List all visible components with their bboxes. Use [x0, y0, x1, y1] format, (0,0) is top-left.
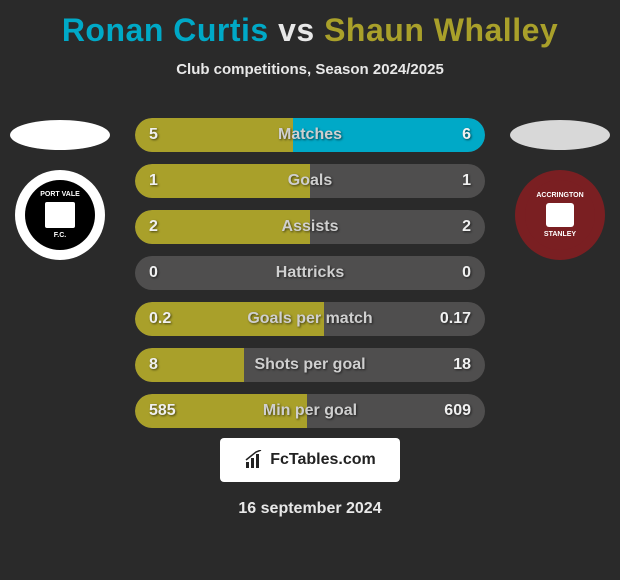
player2-name: Shaun Whalley — [324, 12, 558, 48]
stat-value-left: 2 — [149, 218, 158, 236]
stat-value-left: 5 — [149, 126, 158, 144]
vs-text: vs — [278, 12, 315, 48]
chart-icon — [244, 450, 264, 470]
right-oval — [510, 120, 610, 150]
left-crest: PORT VALE F.C. — [15, 170, 105, 260]
right-crest-inner: ACCRINGTON STANLEY — [525, 180, 595, 250]
left-oval — [10, 120, 110, 150]
stat-value-left: 585 — [149, 402, 176, 420]
stat-label: Goals per match — [247, 310, 372, 328]
stat-value-right: 0.17 — [440, 310, 471, 328]
right-crest-label-bottom: STANLEY — [544, 231, 576, 238]
subtitle: Club competitions, Season 2024/2025 — [0, 61, 620, 78]
stat-value-right: 18 — [453, 356, 471, 374]
shield-icon — [45, 202, 75, 228]
stat-label: Matches — [278, 126, 342, 144]
left-club-block: PORT VALE F.C. — [10, 120, 110, 280]
stat-value-left: 8 — [149, 356, 158, 374]
stat-row: 0 0 Hattricks — [135, 256, 485, 290]
stat-label: Goals — [288, 172, 332, 190]
left-crest-inner: PORT VALE F.C. — [25, 180, 95, 250]
left-crest-label-bottom: F.C. — [54, 232, 66, 239]
stat-value-left: 1 — [149, 172, 158, 190]
stat-row: 585 609 Min per goal — [135, 394, 485, 428]
bar-left — [135, 164, 310, 198]
stat-row: 5 6 Matches — [135, 118, 485, 152]
stat-label: Shots per goal — [254, 356, 365, 374]
stat-label: Assists — [282, 218, 339, 236]
stat-value-left: 0 — [149, 264, 158, 282]
right-club-block: ACCRINGTON STANLEY — [510, 120, 610, 280]
stat-row: 0.2 0.17 Goals per match — [135, 302, 485, 336]
footer-date: 16 september 2024 — [238, 500, 381, 518]
bar-left — [135, 118, 293, 152]
stat-value-right: 2 — [462, 218, 471, 236]
stat-value-left: 0.2 — [149, 310, 171, 328]
brand-text: FcTables.com — [270, 451, 376, 469]
brand-badge: FcTables.com — [220, 438, 400, 482]
stat-label: Min per goal — [263, 402, 357, 420]
shield-icon — [546, 203, 574, 227]
stat-row: 1 1 Goals — [135, 164, 485, 198]
stat-value-right: 0 — [462, 264, 471, 282]
player1-name: Ronan Curtis — [62, 12, 269, 48]
stat-value-right: 609 — [444, 402, 471, 420]
stat-value-right: 1 — [462, 172, 471, 190]
stats-container: 56Matches11Goals22Assists00Hattricks0.20… — [135, 118, 485, 440]
comparison-title: Ronan Curtis vs Shaun Whalley — [0, 0, 620, 49]
left-crest-label-top: PORT VALE — [40, 191, 80, 198]
right-crest: ACCRINGTON STANLEY — [515, 170, 605, 260]
stat-label: Hattricks — [276, 264, 344, 282]
right-crest-label-top: ACCRINGTON — [536, 192, 583, 199]
stat-row: 8 18 Shots per goal — [135, 348, 485, 382]
stat-value-right: 6 — [462, 126, 471, 144]
stat-row: 2 2 Assists — [135, 210, 485, 244]
